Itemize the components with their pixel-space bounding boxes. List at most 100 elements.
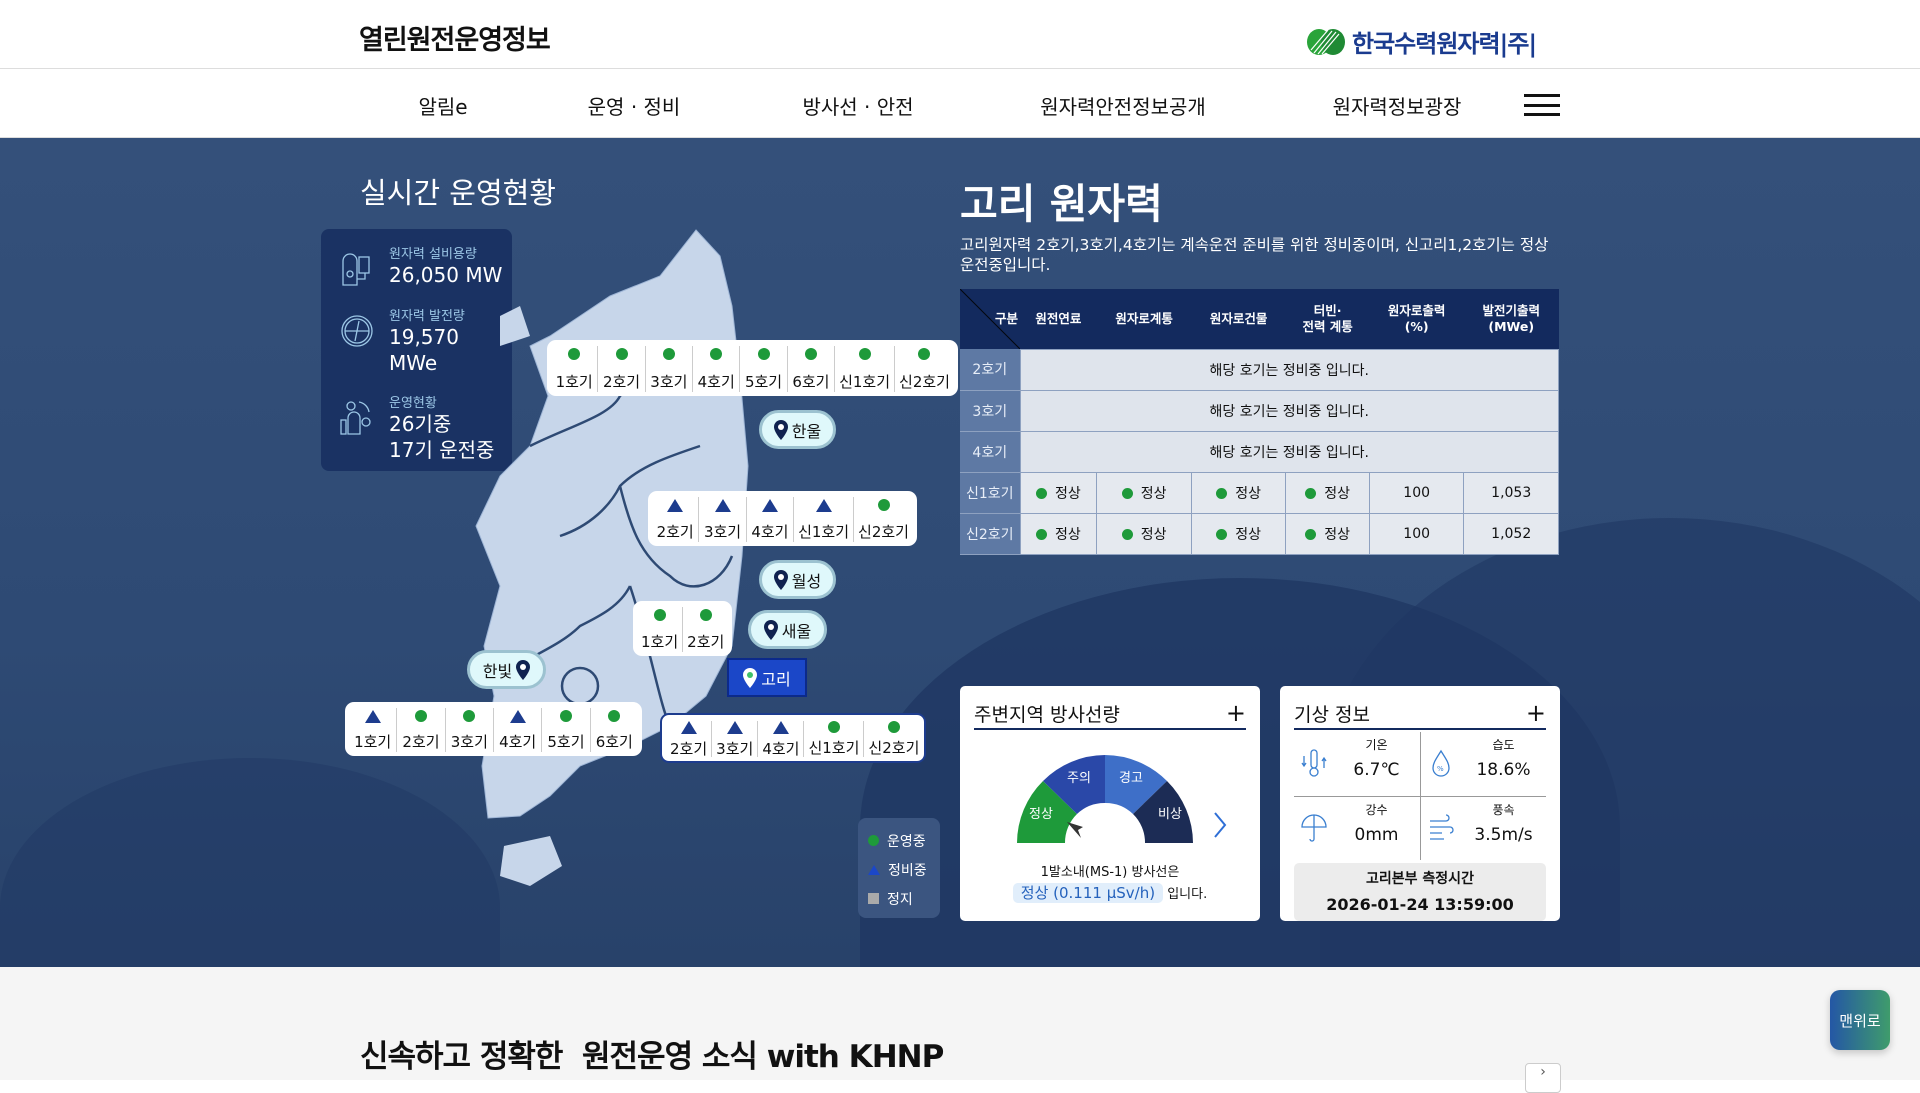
unit-status[interactable]: 5호기 (541, 708, 589, 752)
table-header-row: 구분 원전연료 원자로계통 원자로건물 터빈· 전력 계통 원자로출력 (%) 발전기출력 … (960, 289, 1559, 349)
table-row: 신2호기 정상 정상 정상 정상 100 1,052 (960, 512, 1559, 555)
nav-item-safety-info[interactable]: 원자력안전정보공개 (1040, 95, 1206, 119)
reactor-icon (342, 253, 370, 286)
unit-name: 1호기 (354, 733, 392, 751)
radiation-message-line: 1발소내(MS-1) 방사선은 (1040, 865, 1180, 880)
unit-status[interactable]: 신2호기 (853, 497, 913, 542)
site-pin-0[interactable]: 한울 (759, 410, 836, 449)
unit-name: 3호기 (716, 740, 754, 758)
unit-status[interactable]: 4호기 (757, 721, 803, 758)
unit-status[interactable]: 신1호기 (803, 721, 863, 757)
legend-maintenance: 정비중 (868, 855, 930, 884)
weather-label: 기온 (1365, 738, 1388, 752)
nav-item-alerts[interactable]: 알림e (418, 95, 468, 119)
table-header: 원자로출력 (%) (1369, 289, 1464, 349)
menu-icon[interactable] (1524, 94, 1560, 116)
unit-status[interactable]: 5호기 (739, 346, 786, 392)
site-name: 한빛 (482, 661, 513, 681)
unit-status[interactable]: 3호기 (644, 346, 692, 392)
row-unit-label: 3호기 (960, 390, 1020, 432)
unit-status[interactable]: 6호기 (589, 708, 638, 752)
unit-status[interactable]: 3호기 (711, 721, 757, 758)
site-pin-3[interactable]: 고리 (727, 658, 807, 697)
row-unit-label: 4호기 (960, 431, 1020, 473)
running-dot-icon (887, 721, 900, 733)
site-title[interactable]: 열린원전운영정보 (359, 25, 551, 56)
nav-item-operation[interactable]: 운영 · 정비 (587, 95, 681, 119)
unit-marker (463, 708, 476, 724)
unit-status[interactable]: 2호기 (396, 708, 444, 752)
umbrella-icon (1301, 814, 1327, 842)
unit-status[interactable]: 3호기 (698, 497, 745, 542)
status-text: 정상 (1235, 526, 1261, 543)
legend-label: 정비중 (888, 862, 927, 879)
top-header: 열린원전운영정보 한국수력원자력|주| (0, 0, 1920, 69)
unit-name: 1호기 (555, 373, 593, 391)
unit-status[interactable]: 1호기 (349, 708, 396, 752)
weather-label: 풍속 (1492, 803, 1515, 817)
normal-dot-icon (1036, 487, 1048, 499)
unit-marker (918, 346, 931, 362)
unit-status[interactable]: 2호기 (682, 607, 728, 652)
stat-operation: 운영현황 26기중 17기 운전중 (339, 392, 512, 463)
reactor-output-cell: 100 (1368, 471, 1465, 514)
table-header: 발전기출력 (MWe) (1463, 289, 1559, 349)
unit-marker (714, 497, 731, 513)
unit-name: 4호기 (762, 740, 800, 758)
gauge-label: 정상 (1029, 807, 1053, 822)
status-cell: 정상 (1190, 471, 1287, 514)
khnp-logo[interactable]: 한국수력원자력|주| (1306, 24, 1537, 59)
stat-label: 원자력 설비용량 (389, 247, 477, 262)
radiation-card: 주변지역 방사선량 + 정상 주의 경고 비상 1발소내(MS-1) 방사선은 정… (960, 686, 1260, 921)
unit-status[interactable]: 4호기 (745, 497, 793, 542)
status-cell: 정상 (1019, 471, 1098, 514)
humidity-drop-icon: % (1432, 749, 1450, 777)
generator-output-cell: 1,053 (1463, 471, 1559, 514)
status-cell: 정상 (1285, 471, 1370, 514)
unit-name: 2호기 (687, 633, 725, 651)
unit-status[interactable]: 3호기 (444, 708, 493, 752)
unit-status[interactable]: 2호기 (597, 346, 644, 392)
plant-gear-icon (340, 401, 371, 435)
unit-status[interactable]: 2호기 (666, 721, 711, 758)
nav-item-info-plaza[interactable]: 원자력정보광장 (1332, 95, 1462, 119)
table-header: 원전연료 (1020, 289, 1097, 349)
unit-status[interactable]: 6호기 (786, 346, 834, 392)
running-dot-icon (653, 609, 666, 621)
plus-icon[interactable]: + (1225, 699, 1246, 727)
running-dot-icon (918, 348, 931, 360)
unit-status[interactable]: 4호기 (692, 346, 739, 392)
unit-status[interactable]: 신2호기 (863, 721, 923, 757)
nav-item-radiation[interactable]: 방사선 · 안전 (802, 95, 914, 119)
unit-status[interactable]: 신2호기 (894, 346, 954, 392)
row-unit-label: 신1호기 (960, 472, 1020, 514)
unit-status[interactable]: 신1호기 (793, 497, 853, 542)
site-pin-2[interactable]: 새울 (748, 610, 827, 649)
unit-status[interactable]: 1호기 (637, 607, 682, 652)
running-dot-icon (559, 710, 572, 722)
unit-name: 신1호기 (839, 373, 891, 391)
unit-status[interactable]: 신1호기 (834, 346, 894, 392)
unit-status[interactable]: 4호기 (492, 708, 541, 752)
unit-status[interactable]: 1호기 (551, 346, 597, 392)
normal-dot-icon (1036, 528, 1048, 540)
wind-icon (1430, 814, 1454, 840)
background-dome (0, 758, 500, 967)
unit-marker (757, 346, 770, 362)
weather-humidity: % 습도 18.6% (1421, 732, 1546, 795)
chevron-right-icon[interactable] (1212, 811, 1228, 839)
scroll-to-top-button[interactable]: 맨위로 (1830, 990, 1890, 1050)
site-units-0: 1호기 2호기 3호기 4호기 5호기 6호기 신1호기 신2호기 (547, 340, 958, 396)
running-dot-icon (615, 348, 628, 360)
news-next-button[interactable]: › (1525, 1063, 1561, 1093)
stat-value: 19,570 MWe (389, 325, 459, 375)
svg-text:%: % (1437, 765, 1444, 773)
operation-table: 구분 원전연료 원자로계통 원자로건물 터빈· 전력 계통 원자로출력 (%) 발전기출력 … (960, 289, 1559, 555)
site-pin-1[interactable]: 월성 (759, 560, 836, 599)
site-pin-4[interactable]: 한빛 (467, 650, 546, 689)
site-name: 새울 (781, 621, 812, 641)
plus-icon[interactable]: + (1525, 699, 1546, 727)
unit-status[interactable]: 2호기 (652, 497, 698, 542)
running-dot-icon (858, 348, 871, 360)
table-body: 2호기 해당 호기는 정비중 입니다. 3호기 해당 호기는 정비중 입니다. 4호기 해… (960, 348, 1559, 555)
